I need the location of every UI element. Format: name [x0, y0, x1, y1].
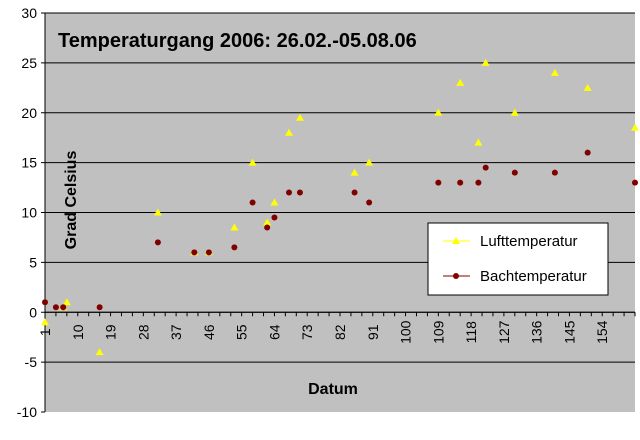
x-tick-label: 82 [332, 324, 348, 340]
x-tick-label: 19 [103, 324, 119, 340]
x-tick-label: 145 [561, 320, 577, 344]
y-tick-label: -5 [25, 354, 38, 370]
point-bachtemperatur [435, 179, 442, 186]
point-lufttemperatur [434, 108, 443, 116]
point-lufttemperatur [285, 128, 294, 136]
x-axis-title: Datum [308, 381, 358, 398]
legend-label-lufttemperatur: Lufttemperatur [480, 233, 578, 250]
point-lufttemperatur [365, 158, 374, 166]
point-lufttemperatur [41, 318, 49, 326]
x-tick-label: 28 [135, 324, 151, 340]
legend: Lufttemperatur Bachtemperatur [427, 222, 609, 296]
point-lufttemperatur [263, 218, 272, 226]
point-lufttemperatur [350, 168, 359, 176]
point-bachtemperatur [511, 169, 518, 176]
point-lufttemperatur [62, 298, 71, 306]
chart-title: Temperaturgang 2006: 26.02.-05.08.06 [58, 30, 417, 52]
point-bachtemperatur [96, 304, 103, 311]
x-tick-label: 136 [529, 320, 545, 344]
point-bachtemperatur [551, 169, 558, 176]
point-bachtemperatur [154, 239, 161, 246]
point-lufttemperatur [631, 123, 639, 131]
legend-box [427, 222, 609, 296]
point-bachtemperatur [249, 199, 256, 206]
y-tick-label: 30 [21, 5, 37, 21]
x-tick-label: 154 [594, 320, 610, 344]
point-bachtemperatur [475, 179, 482, 186]
point-bachtemperatur [296, 189, 303, 196]
point-bachtemperatur [457, 179, 464, 186]
point-lufttemperatur [510, 108, 519, 116]
x-tick-label: 91 [365, 324, 381, 340]
x-tick-label: 100 [398, 320, 414, 344]
point-lufttemperatur [270, 198, 279, 206]
point-bachtemperatur [264, 224, 271, 231]
point-bachtemperatur [60, 304, 67, 311]
x-tick-label: 55 [234, 324, 250, 340]
y-tick-label: -10 [17, 404, 37, 420]
x-tick-label: 1 [37, 328, 53, 336]
point-bachtemperatur [205, 249, 212, 256]
point-lufttemperatur [295, 113, 304, 121]
y-axis-title: Grad Celsius [63, 151, 80, 250]
point-bachtemperatur [52, 304, 59, 311]
y-tick-label: 20 [21, 105, 37, 121]
point-lufttemperatur [481, 58, 490, 66]
y-tick-label: 5 [29, 254, 37, 270]
legend-marker-lufttemperatur [452, 237, 460, 244]
point-bachtemperatur [482, 164, 489, 171]
point-bachtemperatur [231, 244, 238, 251]
legend-label-bachtemperatur: Bachtemperatur [480, 268, 587, 285]
point-lufttemperatur [248, 158, 257, 166]
x-tick-label: 73 [299, 324, 315, 340]
y-tick-label: 10 [21, 205, 37, 221]
point-bachtemperatur [271, 214, 278, 221]
point-lufttemperatur [583, 83, 592, 91]
x-tick-label: 10 [70, 324, 86, 340]
x-tick-label: 127 [496, 320, 512, 344]
x-tick-label: 46 [201, 324, 217, 340]
x-tick-label: 64 [266, 324, 282, 340]
point-lufttemperatur [95, 348, 104, 356]
y-tick-label: 0 [29, 304, 37, 320]
point-lufttemperatur [153, 208, 162, 216]
point-lufttemperatur [474, 138, 483, 146]
point-bachtemperatur [42, 299, 48, 306]
point-bachtemperatur [366, 199, 373, 206]
y-tick-label: 25 [21, 55, 37, 71]
point-bachtemperatur [584, 149, 591, 156]
x-tick-label: 109 [430, 320, 446, 344]
point-bachtemperatur [286, 189, 293, 196]
point-lufttemperatur [456, 78, 465, 86]
point-bachtemperatur [191, 249, 198, 256]
y-tick-label: 15 [21, 155, 37, 171]
point-lufttemperatur [230, 223, 239, 231]
legend-marker-bachtemperatur [453, 273, 459, 279]
point-bachtemperatur [351, 189, 358, 196]
point-bachtemperatur [632, 179, 638, 186]
x-tick-label: 118 [463, 321, 479, 344]
point-lufttemperatur [550, 68, 559, 76]
x-tick-label: 37 [168, 324, 184, 340]
